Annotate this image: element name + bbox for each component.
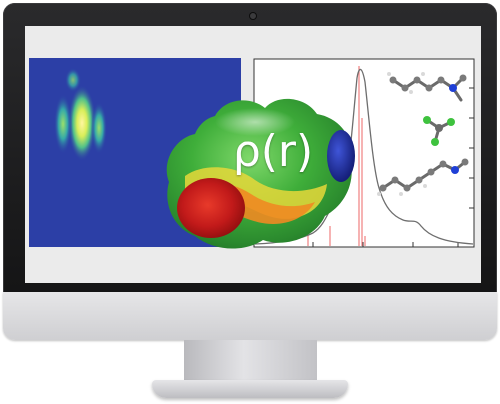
screen: ρ(r): [25, 26, 481, 283]
monitor-chin: [3, 292, 497, 340]
density-lobe-left: [54, 94, 72, 154]
monitor-stand-foot: [152, 380, 348, 398]
density-lobe-center: [68, 85, 96, 161]
monitor-stand-neck: [184, 340, 317, 384]
electron-density-isosurface: [166, 98, 355, 249]
isosurface-highlight: [215, 108, 295, 136]
isosurface-negative-lobe: [177, 178, 245, 238]
molecule-structure-icon: [377, 72, 469, 196]
monitor-bezel: ρ(r): [3, 3, 497, 303]
isosurface-positive-lobe: [327, 130, 355, 182]
camera-dot-icon: [250, 13, 256, 19]
density-formula-label: ρ(r): [232, 126, 314, 177]
density-lobe-top: [65, 68, 81, 92]
density-lobe-right: [91, 102, 107, 154]
stick-spectrum: [307, 66, 366, 246]
broadened-spectrum-line: [254, 68, 474, 245]
